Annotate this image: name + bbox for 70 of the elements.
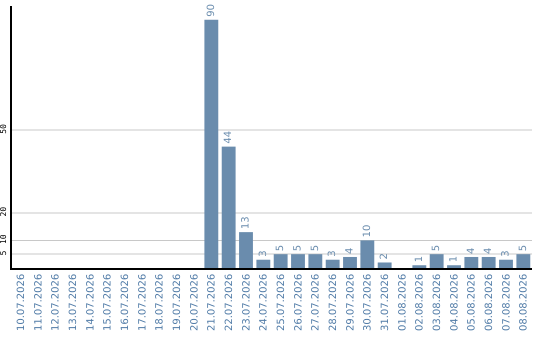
x-tick-label: 17.07.2026 [137,274,148,332]
data-label: 4 [466,248,477,254]
data-label: 90 [206,4,217,17]
x-tick-label: 01.08.2026 [397,274,408,332]
y-tick-label: 50 [0,124,8,134]
bar [343,256,357,268]
x-tick-label: 21.07.2026 [206,274,218,332]
bar [256,260,270,268]
bar [378,262,392,268]
bar [274,254,288,268]
x-tick-label: 12.07.2026 [50,274,62,332]
bar [516,254,530,268]
bar [326,260,340,268]
x-tick-label: 24.07.2026 [258,274,270,332]
bar [482,256,496,268]
x-tick-label: 27.07.2026 [310,274,322,332]
bar [308,254,322,268]
data-label: 5 [310,244,321,252]
x-tick-label: 26.07.2026 [293,274,304,332]
data-label: 4 [344,248,356,254]
data-label: 10 [362,224,373,238]
data-label: 1 [414,256,425,262]
bar [291,254,305,268]
x-tick-label: 19.07.2026 [172,274,183,332]
x-tick-label: 13.07.2026 [68,274,79,332]
data-label: 3 [258,250,269,257]
bar [412,265,426,268]
x-tick-label: 20.07.2026 [189,274,200,332]
data-label: 5 [431,244,442,252]
x-tick-label: 04.08.2026 [449,274,460,332]
x-tick-label: 16.07.2026 [120,274,131,332]
data-label: 13 [240,216,252,230]
x-tick-label: 25.07.2026 [276,274,287,332]
bar [360,240,374,268]
x-tick-label: 23.07.2026 [241,274,252,332]
y-tick-label: 20 [0,206,8,216]
x-tick-label: 30.07.2026 [362,274,374,332]
x-tick-label: 15.07.2026 [102,274,114,332]
data-label: 5 [275,244,286,252]
bar [464,256,478,268]
x-tick-label: 18.07.2026 [154,274,166,332]
bar [447,265,461,268]
x-tick-label: 06.08.2026 [484,274,495,332]
data-label: 1 [448,256,460,262]
x-tick-label: 10.07.2026 [16,274,27,332]
bar [204,20,218,268]
x-tick-label: 05.08.2026 [466,274,478,332]
bar [430,254,444,268]
x-tick-label: 08.08.2026 [518,274,530,332]
bar [239,232,253,268]
data-label: 5 [292,244,304,252]
data-label: 3 [500,250,512,257]
y-tick-label: 5 [0,250,8,256]
x-tick-label: 02.08.2026 [414,274,426,332]
x-tick-label: 11.07.2026 [33,274,44,332]
x-tick-label: 28.07.2026 [328,274,339,332]
x-tick-label: 29.07.2026 [345,274,356,332]
bar [499,260,513,268]
data-label: 4 [483,248,494,254]
data-label: 44 [223,130,234,144]
x-tick-label: 31.07.2026 [380,274,391,332]
x-tick-label: 22.07.2026 [224,274,235,332]
data-label: 3 [327,250,338,257]
data-label: 5 [518,244,529,252]
x-tick-label: 07.08.2026 [501,274,512,332]
x-tick-label: 14.07.2026 [85,274,96,332]
data-label: 2 [379,253,390,260]
x-tick-label: 03.08.2026 [432,274,443,332]
y-tick-label: 10 [0,234,8,244]
bar [222,146,236,268]
